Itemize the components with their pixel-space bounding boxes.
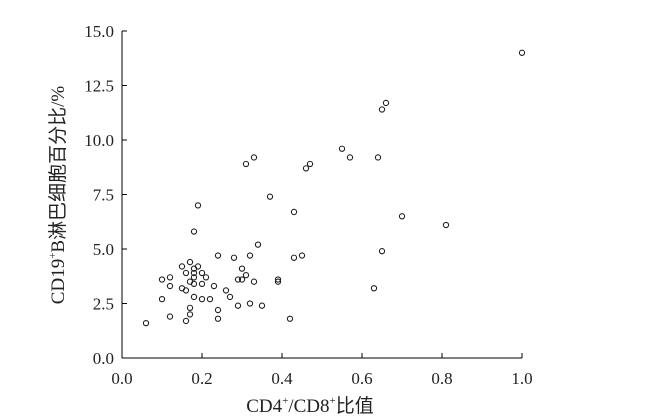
data-point bbox=[238, 276, 246, 283]
data-point bbox=[214, 252, 222, 259]
data-point bbox=[194, 202, 202, 209]
data-point bbox=[190, 274, 198, 281]
data-point bbox=[214, 315, 222, 322]
data-point bbox=[246, 252, 254, 259]
data-point bbox=[186, 304, 194, 312]
data-point bbox=[166, 313, 174, 320]
data-point bbox=[274, 276, 282, 283]
data-point bbox=[338, 145, 346, 152]
y-tick-label: 15.0 bbox=[84, 22, 114, 41]
data-point bbox=[258, 302, 266, 309]
data-point bbox=[242, 272, 250, 279]
data-point bbox=[222, 287, 230, 294]
data-point bbox=[266, 193, 274, 200]
x-tick-label: 0.2 bbox=[191, 369, 212, 388]
data-point bbox=[234, 276, 242, 283]
data-point bbox=[190, 269, 198, 277]
data-points bbox=[142, 49, 526, 327]
y-ticks: 0.0 2.5 5.0 7.5 10.0 12.5 15.0 bbox=[84, 22, 127, 368]
data-point bbox=[302, 165, 310, 172]
y-tick-label: 10.0 bbox=[84, 131, 114, 150]
data-point bbox=[182, 269, 190, 277]
data-point bbox=[298, 252, 306, 259]
y-tick-label: 12.5 bbox=[84, 77, 114, 96]
data-point bbox=[190, 228, 198, 235]
data-point bbox=[250, 278, 258, 285]
y-tick-label: 0.0 bbox=[93, 349, 114, 368]
data-point bbox=[194, 263, 202, 270]
x-tick-label: 0.4 bbox=[271, 369, 293, 388]
data-point bbox=[158, 276, 166, 283]
data-point bbox=[306, 160, 314, 168]
data-point bbox=[186, 311, 194, 318]
data-point bbox=[370, 285, 378, 292]
data-point bbox=[518, 49, 526, 56]
data-point bbox=[250, 154, 258, 161]
data-point bbox=[190, 280, 198, 288]
x-ticks: 0.0 0.2 0.4 0.6 0.8 1.0 bbox=[111, 353, 533, 388]
data-point bbox=[274, 278, 282, 285]
data-point bbox=[158, 295, 166, 303]
data-point bbox=[238, 265, 246, 272]
data-point bbox=[178, 263, 186, 270]
data-point bbox=[226, 293, 234, 301]
data-point bbox=[210, 282, 218, 290]
data-point bbox=[186, 258, 194, 266]
data-point bbox=[230, 254, 238, 261]
data-point bbox=[198, 280, 206, 288]
data-point bbox=[286, 315, 294, 322]
data-point bbox=[378, 106, 386, 113]
data-point bbox=[198, 269, 206, 277]
data-point bbox=[254, 241, 262, 248]
data-point bbox=[182, 317, 190, 325]
data-point bbox=[214, 306, 222, 314]
data-point bbox=[182, 287, 190, 294]
data-point bbox=[242, 160, 250, 168]
data-point bbox=[346, 154, 354, 161]
x-tick-label: 0.6 bbox=[351, 369, 372, 388]
data-point bbox=[202, 274, 210, 281]
data-point bbox=[166, 274, 174, 281]
y-tick-label: 2.5 bbox=[93, 295, 114, 314]
data-point bbox=[234, 302, 242, 309]
data-point bbox=[398, 213, 406, 220]
data-point bbox=[198, 295, 206, 303]
data-point bbox=[246, 300, 254, 307]
data-point bbox=[142, 319, 150, 327]
data-point bbox=[374, 154, 382, 161]
y-tick-label: 5.0 bbox=[93, 240, 114, 259]
x-axis-title: CD4+/CD8+比值 bbox=[246, 395, 374, 417]
y-axis-title: CD19+B淋巴细胞百分比/% bbox=[47, 86, 69, 305]
data-point bbox=[442, 221, 450, 229]
axes bbox=[121, 31, 522, 359]
data-point bbox=[206, 295, 214, 303]
data-point bbox=[378, 248, 386, 255]
y-tick-label: 7.5 bbox=[93, 186, 114, 205]
data-point bbox=[166, 282, 174, 290]
x-tick-label: 0.0 bbox=[111, 369, 132, 388]
data-point bbox=[382, 99, 390, 107]
x-tick-label: 0.8 bbox=[431, 369, 452, 388]
data-point bbox=[290, 254, 298, 261]
data-point bbox=[190, 293, 198, 301]
x-tick-label: 1.0 bbox=[511, 369, 532, 388]
data-point bbox=[290, 208, 298, 216]
